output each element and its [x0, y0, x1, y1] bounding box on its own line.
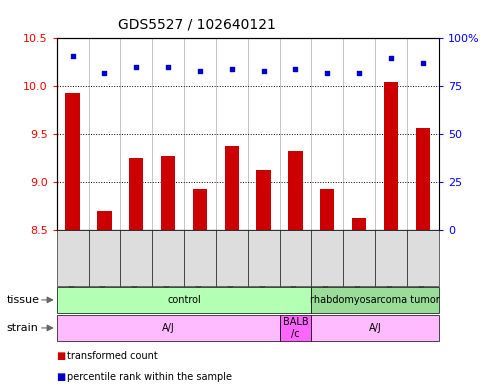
Bar: [288, 151, 303, 230]
Point: [419, 60, 427, 66]
Point: [228, 66, 236, 72]
Point: [196, 68, 204, 74]
Bar: [66, 93, 80, 230]
Bar: [161, 157, 176, 230]
Text: A/J: A/J: [369, 323, 382, 333]
Text: control: control: [167, 295, 201, 305]
Point: [260, 68, 268, 74]
Point: [323, 70, 331, 76]
Text: transformed count: transformed count: [67, 351, 157, 361]
Point: [164, 64, 172, 70]
Bar: [352, 218, 366, 230]
Bar: [416, 127, 430, 230]
Point: [355, 70, 363, 76]
Text: A/J: A/J: [162, 323, 175, 333]
Bar: [184, 230, 216, 286]
Bar: [256, 170, 271, 230]
Text: strain: strain: [6, 323, 38, 333]
Bar: [247, 230, 280, 286]
Bar: [97, 211, 111, 230]
Bar: [280, 315, 312, 341]
Bar: [312, 230, 343, 286]
Point: [132, 64, 140, 70]
Bar: [57, 315, 280, 341]
Point: [291, 66, 299, 72]
Bar: [193, 189, 207, 230]
Bar: [312, 315, 439, 341]
Point: [387, 55, 395, 61]
Bar: [407, 230, 439, 286]
Point: [69, 53, 76, 59]
Bar: [280, 230, 312, 286]
Text: tissue: tissue: [6, 295, 39, 305]
Text: ■: ■: [57, 351, 69, 361]
Bar: [225, 146, 239, 230]
Bar: [216, 230, 247, 286]
Bar: [343, 230, 375, 286]
Bar: [129, 158, 143, 230]
Bar: [89, 230, 120, 286]
Text: rhabdomyosarcoma tumor: rhabdomyosarcoma tumor: [310, 295, 440, 305]
Bar: [152, 230, 184, 286]
Text: percentile rank within the sample: percentile rank within the sample: [67, 372, 232, 382]
Bar: [120, 230, 152, 286]
Text: ■: ■: [57, 372, 69, 382]
Bar: [57, 230, 89, 286]
Bar: [57, 287, 312, 313]
Text: GDS5527 / 102640121: GDS5527 / 102640121: [118, 17, 276, 31]
Bar: [375, 230, 407, 286]
Bar: [384, 81, 398, 230]
Bar: [312, 287, 439, 313]
Bar: [320, 189, 334, 230]
Point: [101, 70, 108, 76]
Text: BALB
/c: BALB /c: [282, 317, 308, 339]
